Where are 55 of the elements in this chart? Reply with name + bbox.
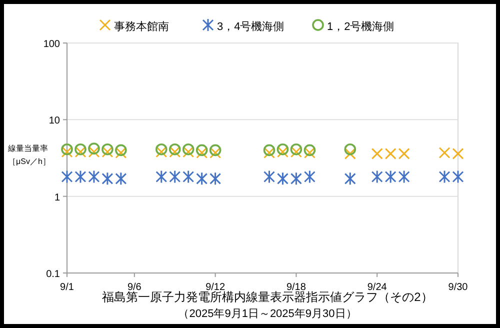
x-tick-label: 9/30 xyxy=(448,282,468,293)
point xyxy=(156,170,168,184)
y-tick-label: 100 xyxy=(43,39,60,50)
point xyxy=(155,143,168,156)
point xyxy=(209,144,222,156)
text: 福島第一原子力発電所構内線量表示器指示値グラフ（その2） xyxy=(102,290,433,304)
point xyxy=(276,172,288,186)
legend-label: 1，2号機海側 xyxy=(327,21,394,33)
point xyxy=(115,172,127,186)
text: （2025年9月1日～2025年9月30日） xyxy=(178,308,357,320)
point xyxy=(168,143,181,156)
point xyxy=(74,143,86,156)
point xyxy=(344,143,356,156)
point xyxy=(276,143,289,156)
legend-label: 事務本館南 xyxy=(114,20,169,33)
point xyxy=(182,170,194,184)
point xyxy=(452,170,464,184)
point xyxy=(74,170,86,184)
point xyxy=(263,147,275,159)
x-tick-label: 9/1 xyxy=(60,282,74,293)
point xyxy=(102,143,114,156)
x-tick-label: 9/18 xyxy=(286,282,306,293)
point xyxy=(88,142,100,154)
point xyxy=(290,172,302,186)
point xyxy=(263,170,275,184)
point xyxy=(61,143,73,156)
point xyxy=(102,172,114,186)
y-tick-label: 1 xyxy=(54,192,60,204)
point xyxy=(304,147,316,159)
point xyxy=(304,144,316,156)
point xyxy=(61,170,73,184)
point xyxy=(344,148,356,160)
point xyxy=(438,170,450,184)
point xyxy=(210,172,222,186)
point xyxy=(115,147,127,159)
point xyxy=(344,172,356,186)
point xyxy=(115,144,127,156)
point xyxy=(371,170,383,184)
point xyxy=(452,148,464,160)
point xyxy=(398,170,410,184)
y-tick-label: 0.1 xyxy=(46,269,60,280)
point xyxy=(384,170,396,184)
point xyxy=(304,170,316,184)
y-tick-label: 10 xyxy=(48,116,60,127)
point xyxy=(196,172,208,186)
point xyxy=(263,144,276,156)
point xyxy=(182,143,194,156)
point xyxy=(290,143,302,156)
point xyxy=(88,170,100,184)
legend-label: 3，4号機海側 xyxy=(217,21,284,33)
point xyxy=(438,147,450,159)
x-tick-label: 9/24 xyxy=(367,282,388,293)
point xyxy=(169,170,181,184)
point xyxy=(196,144,208,156)
y-axis-title: 線量当量率［μSv／h］ xyxy=(7,144,50,166)
